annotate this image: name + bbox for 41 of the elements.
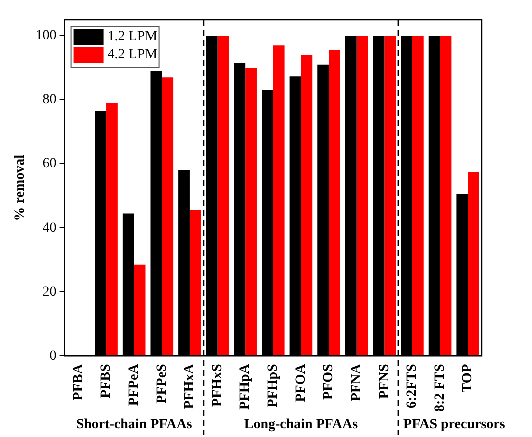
x-tick-label: PFOS bbox=[322, 364, 337, 400]
x-tick-label: PFNS bbox=[377, 364, 392, 400]
bar bbox=[440, 36, 452, 356]
text: Long-chain PFAAs bbox=[244, 418, 359, 433]
x-tick-label: PFHxA bbox=[182, 363, 198, 410]
x-tick-label: 8:2 FTS bbox=[432, 364, 448, 412]
x-tick-label: PFHpA bbox=[238, 363, 254, 410]
bar bbox=[301, 55, 313, 356]
x-tick-label: PFNA bbox=[349, 363, 364, 402]
bar bbox=[468, 172, 480, 356]
bar bbox=[218, 36, 230, 356]
bar bbox=[356, 36, 368, 356]
bar bbox=[134, 264, 146, 356]
bar bbox=[329, 50, 340, 356]
bar bbox=[273, 46, 285, 356]
y-axis-title: % removal bbox=[13, 154, 28, 222]
x-tick-label: PFHpS bbox=[266, 364, 282, 408]
bar bbox=[246, 68, 257, 356]
y-tick-label: 40 bbox=[42, 220, 57, 236]
y-tick-label: 20 bbox=[42, 284, 57, 300]
y-tick-label: 100 bbox=[36, 28, 57, 44]
x-tick-label: 6:2FTS bbox=[405, 364, 420, 409]
x-tick-label: PFBS bbox=[99, 364, 114, 398]
text: Short-chain PFAAs bbox=[76, 418, 193, 433]
bar bbox=[412, 36, 424, 356]
bar bbox=[190, 210, 202, 356]
x-tick-label: PFPeA bbox=[126, 363, 142, 406]
bar bbox=[384, 36, 396, 356]
text: PFAS precursors bbox=[404, 418, 506, 433]
bar bbox=[106, 103, 118, 356]
x-tick-label: PFHxS bbox=[210, 364, 226, 407]
x-tick-label: PFPeS bbox=[154, 364, 170, 404]
y-tick-label: 0 bbox=[50, 348, 57, 364]
legend-label: 4.2 LPM bbox=[108, 48, 158, 63]
x-tick-label: TOP bbox=[460, 364, 476, 393]
bar bbox=[162, 78, 174, 356]
y-tick-label: 80 bbox=[42, 92, 57, 108]
x-tick-label: PFOA bbox=[294, 363, 309, 402]
y-tick-label: 60 bbox=[42, 156, 57, 172]
x-tick-label: PFBA bbox=[71, 363, 86, 401]
legend-label: 1.2 LPM bbox=[108, 30, 158, 45]
